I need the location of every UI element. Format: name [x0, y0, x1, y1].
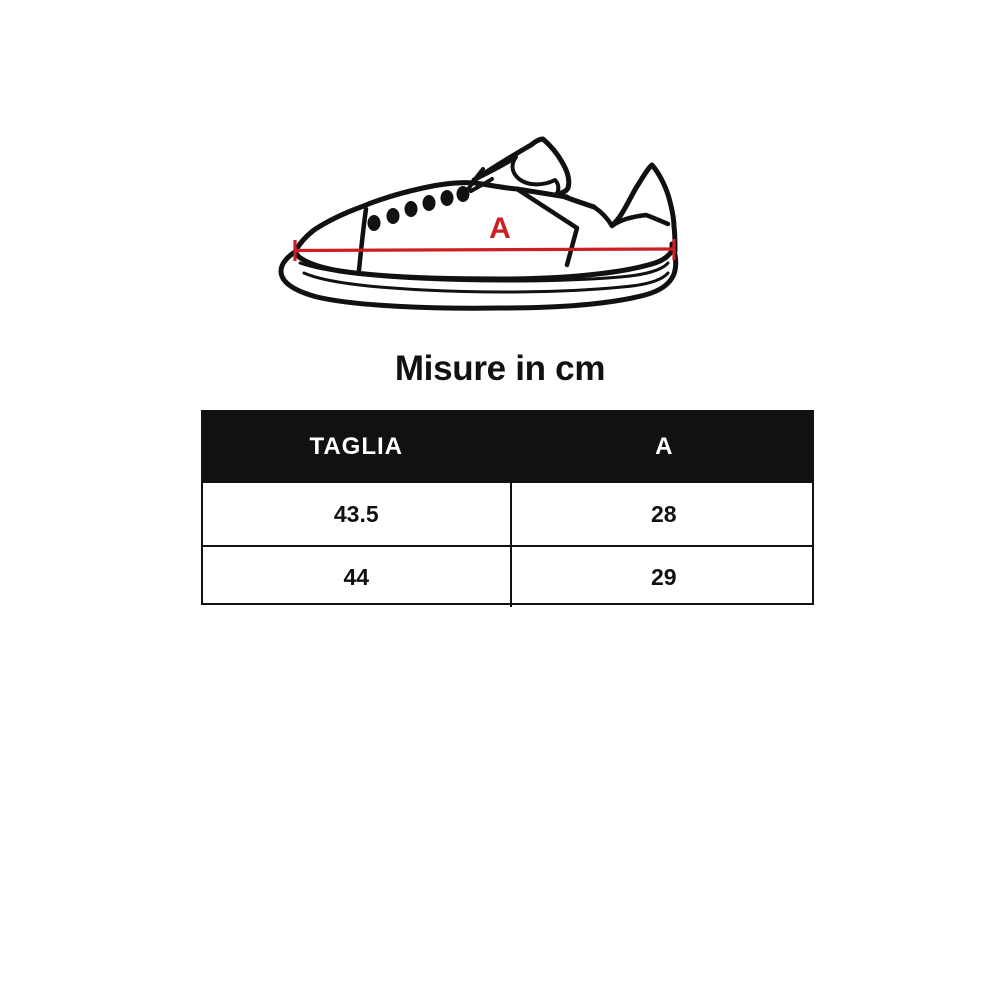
- svg-text:A: A: [489, 212, 511, 245]
